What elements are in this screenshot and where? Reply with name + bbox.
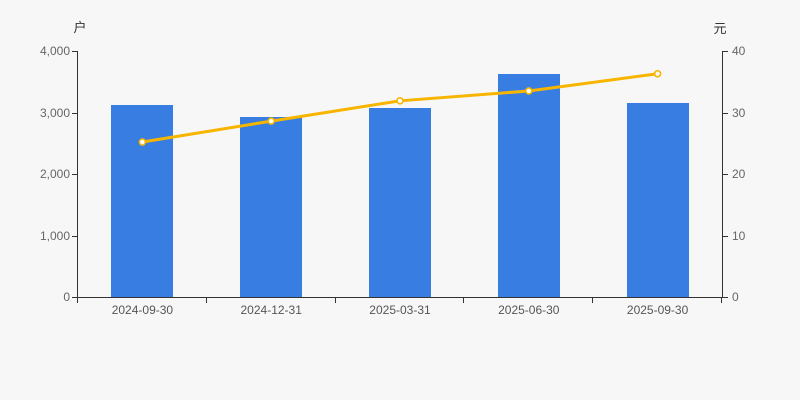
x-axis-tick bbox=[463, 298, 465, 303]
y-axis-left-tick bbox=[72, 235, 77, 237]
bar bbox=[240, 116, 303, 297]
y-axis-left-tick bbox=[72, 112, 77, 114]
bar bbox=[369, 107, 431, 297]
y-axis-left-tick bbox=[72, 174, 77, 175]
bar bbox=[626, 102, 689, 297]
y-axis-right-tick bbox=[723, 174, 728, 175]
y-axis-right-line bbox=[722, 51, 723, 297]
x-axis-category-label: 2024-12-31 bbox=[240, 303, 302, 317]
x-axis-tick bbox=[721, 298, 722, 303]
y-axis-left-tick-label: 1,000 bbox=[39, 228, 70, 243]
y-axis-left-tick-label: 4,000 bbox=[39, 44, 70, 58]
y-axis-right-tick-label: 40 bbox=[732, 44, 746, 58]
data-point-marker bbox=[524, 87, 533, 95]
y-axis-right-tick bbox=[723, 51, 728, 52]
x-axis-category-label: 2024-09-30 bbox=[111, 303, 174, 317]
bar bbox=[111, 105, 174, 297]
y-axis-right-tick-label: 20 bbox=[732, 167, 746, 181]
plot-area bbox=[78, 51, 722, 297]
y-axis-right-tick-label: 0 bbox=[732, 290, 739, 304]
x-axis-category-label: 2025-03-31 bbox=[369, 303, 431, 317]
y-axis-right-tick bbox=[723, 235, 728, 237]
x-axis-tick bbox=[77, 298, 78, 303]
y-axis-right-tick-label: 10 bbox=[732, 228, 746, 243]
x-axis-line bbox=[77, 297, 723, 298]
y-axis-left-tick-label: 3,000 bbox=[39, 105, 70, 120]
line-series bbox=[138, 69, 662, 146]
data-point-marker bbox=[138, 138, 147, 146]
x-axis-tick bbox=[334, 298, 336, 303]
x-axis-tick bbox=[205, 298, 207, 303]
data-point-marker bbox=[653, 69, 662, 78]
y-axis-left-tick bbox=[72, 51, 77, 52]
x-axis-category-label: 2025-06-30 bbox=[498, 303, 560, 317]
y-axis-left-tick bbox=[72, 297, 77, 298]
left-axis-unit-label: 户 bbox=[73, 20, 87, 35]
line-path bbox=[140, 72, 660, 144]
bar bbox=[497, 73, 560, 297]
y-axis-right-tick bbox=[723, 112, 728, 114]
data-point-marker bbox=[396, 97, 404, 105]
data-point-marker bbox=[267, 117, 275, 125]
y-axis-left-tick-label: 2,000 bbox=[39, 167, 70, 181]
x-axis-tick bbox=[592, 298, 594, 303]
y-axis-right-tick bbox=[723, 297, 728, 298]
right-axis-unit-label: 元 bbox=[713, 21, 727, 36]
y-axis-left-tick-label: 0 bbox=[63, 290, 70, 304]
x-axis-category-label: 2025-09-30 bbox=[626, 303, 689, 317]
y-axis-right-tick-label: 30 bbox=[732, 105, 746, 120]
y-axis-left-line bbox=[77, 51, 78, 297]
